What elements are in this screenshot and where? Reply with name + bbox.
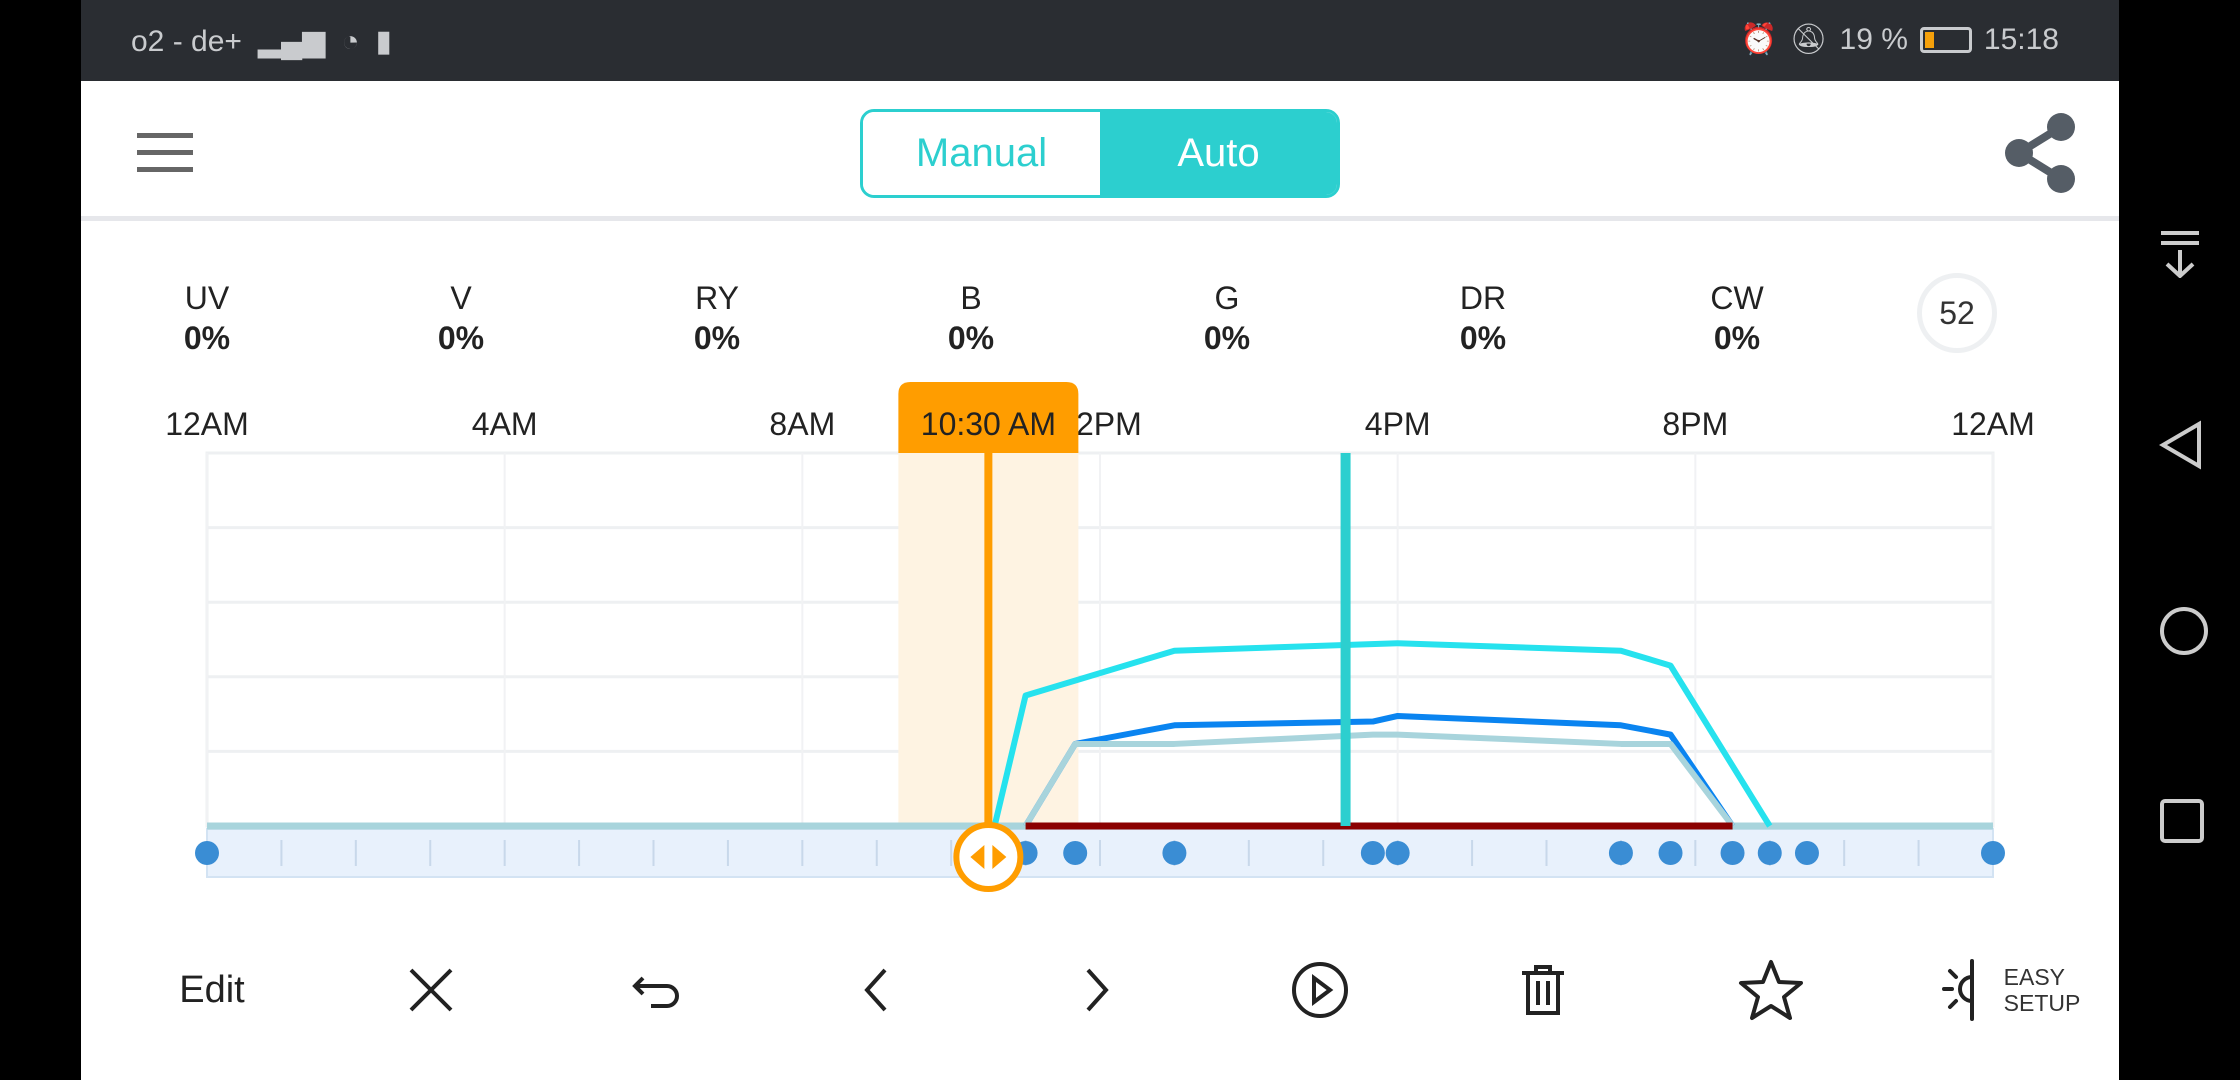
auto-tab[interactable]: Auto <box>1100 112 1337 195</box>
close-icon[interactable] <box>401 960 461 1020</box>
channel-value: 0% <box>1203 320 1251 356</box>
cursor-label: 10:30 AM <box>921 406 1056 442</box>
series-line-0 <box>991 640 1773 828</box>
channel-value: 0% <box>1713 320 1761 356</box>
mode-toggle: Manual Auto <box>860 109 1340 198</box>
channel-ry[interactable]: RY 0% <box>637 278 797 358</box>
keyframe-point[interactable] <box>1981 841 2005 865</box>
signal-icon: ▂▄▆ <box>257 25 326 58</box>
x-tick-label: 4AM <box>472 406 538 442</box>
keyframe-point[interactable] <box>1658 841 1683 865</box>
share-icon[interactable] <box>2003 111 2079 195</box>
channel-name: G <box>1214 280 1240 316</box>
keyframe-point[interactable] <box>1162 841 1187 865</box>
series-line-1 <box>1023 712 1736 828</box>
keyframe-point[interactable] <box>1720 841 1745 865</box>
x-tick-label: 12AM <box>165 406 249 442</box>
keyframe-point[interactable] <box>1757 841 1782 865</box>
channel-value: 0% <box>947 320 995 356</box>
menu-icon[interactable] <box>137 133 193 173</box>
wifi-icon: ◔ <box>341 24 360 58</box>
keyframe-point[interactable] <box>1794 841 1819 865</box>
x-tick-label: 8PM <box>1662 406 1728 442</box>
keyframe-point[interactable] <box>1608 841 1633 865</box>
mute-icon: 🔕︎ <box>1789 23 1828 56</box>
channel-g[interactable]: G 0% <box>1147 278 1307 358</box>
previous-icon[interactable] <box>846 960 906 1020</box>
channel-name: B <box>960 280 982 316</box>
channel-cw[interactable]: CW 0% <box>1657 278 1817 358</box>
drag-arrows-icon <box>970 845 1007 869</box>
cursor-label-box <box>898 382 1079 453</box>
x-tick-label: 8AM <box>769 406 835 442</box>
header: Manual Auto <box>81 81 2119 221</box>
channel-value: 0% <box>1459 320 1507 356</box>
clock: 15:18 <box>1983 22 2059 56</box>
channel-name: CW <box>1710 280 1764 316</box>
series-line-2 <box>1023 731 1735 828</box>
easy-setup-button[interactable]: EASY SETUP <box>1901 959 2121 1021</box>
sim-alert-icon: ▮ <box>375 25 392 58</box>
keyframe-point[interactable] <box>195 841 219 865</box>
easy-setup-icon <box>1941 959 1974 1021</box>
recents-icon[interactable] <box>2159 798 2205 849</box>
manual-tab[interactable]: Manual <box>863 112 1100 195</box>
easy-setup-label-1: EASY <box>2003 964 2066 990</box>
channel-name: V <box>450 280 472 316</box>
channel-value: 0% <box>437 320 485 356</box>
battery-percent: 19 % <box>1839 22 1908 56</box>
moon-badge: 52 <box>1917 273 1997 353</box>
alarm-icon: ⏰ <box>1740 23 1778 56</box>
keyframe-point[interactable] <box>1360 841 1385 865</box>
edit-button[interactable]: Edit <box>179 968 245 1011</box>
easy-setup-label-2: SETUP <box>2003 990 2081 1016</box>
keyframe-point[interactable] <box>1385 841 1410 865</box>
channel-value: 0% <box>693 320 741 356</box>
next-icon[interactable] <box>1067 960 1127 1020</box>
keyframe-point[interactable] <box>1063 841 1088 865</box>
x-tick-label: 12AM <box>1951 406 2035 442</box>
channel-value: 0% <box>183 320 231 356</box>
channel-dr[interactable]: DR 0% <box>1403 278 1563 358</box>
channel-name: UV <box>184 280 230 316</box>
android-nav-bar <box>2119 0 2240 1080</box>
channel-b[interactable]: B 0% <box>891 278 1051 358</box>
trash-icon[interactable] <box>1513 960 1573 1020</box>
notification-pull-icon[interactable] <box>2159 230 2201 283</box>
channel-uv[interactable]: UV 0% <box>127 278 287 358</box>
back-icon[interactable] <box>2159 420 2203 475</box>
app: o2 - de+ ▂▄▆ ◔ ▮ ⏰ 🔕︎ 19 % 15:18 Manual … <box>81 0 2119 1080</box>
status-bar: o2 - de+ ▂▄▆ ◔ ▮ ⏰ 🔕︎ 19 % 15:18 <box>81 0 2119 81</box>
play-icon[interactable] <box>1290 960 1350 1020</box>
cursor-handle[interactable] <box>953 822 1024 892</box>
undo-icon[interactable] <box>626 960 686 1020</box>
home-icon[interactable] <box>2159 606 2209 661</box>
carrier: o2 - de+ <box>131 24 242 58</box>
x-tick-label: 4PM <box>1365 406 1431 442</box>
channel-name: DR <box>1459 280 1507 316</box>
favorite-star-icon[interactable] <box>1736 960 1806 1020</box>
channel-name: RY <box>695 280 739 316</box>
channel-v[interactable]: V 0% <box>381 278 541 358</box>
battery-icon <box>1919 26 1972 53</box>
